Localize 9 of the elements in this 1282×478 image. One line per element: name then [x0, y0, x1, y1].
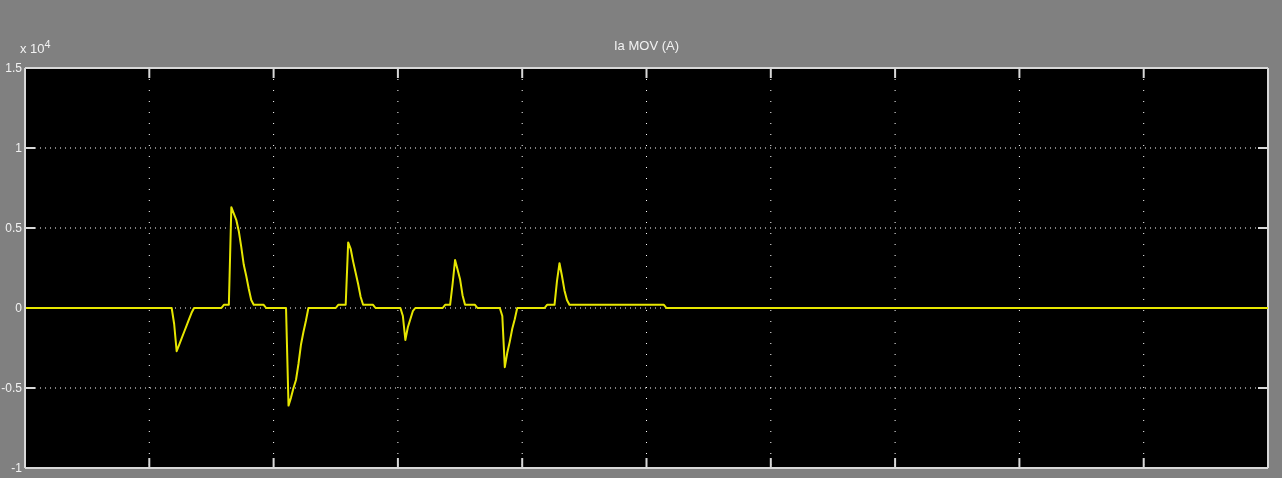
line-series — [25, 206, 1268, 407]
y-tick-label: -0.5 — [1, 381, 23, 396]
y-tick-label: 1 — [15, 141, 23, 156]
y-tick-label: 0.5 — [5, 221, 23, 236]
text: x 10$^{4}$ — [20, 37, 51, 58]
chart-title: Ia MOV (A) — [613, 38, 679, 53]
y-tick-label: -1 — [11, 461, 23, 476]
y-tick-label: 0 — [15, 301, 23, 316]
y-tick-label: 1.5 — [5, 61, 23, 76]
